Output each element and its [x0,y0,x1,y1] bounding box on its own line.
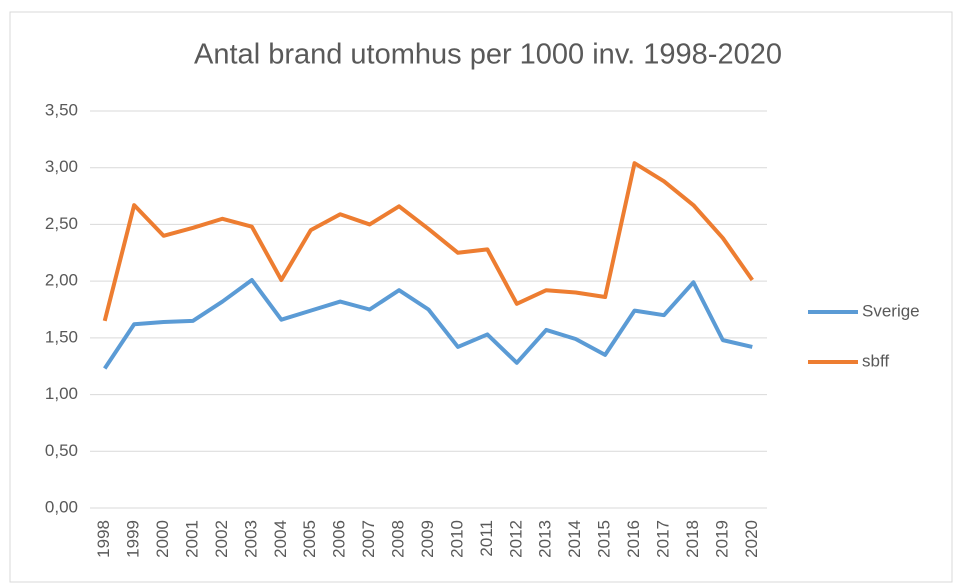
x-tick-label: 2009 [418,520,437,558]
x-tick-label: 2017 [653,520,672,558]
y-tick-label: 2,00 [45,271,78,290]
x-tick-label: 2014 [565,520,584,558]
x-tick-label: 2010 [447,520,466,558]
x-tick-label: 2020 [742,520,761,558]
legend-label: Sverige [862,301,920,320]
chart-title: Antal brand utomhus per 1000 inv. 1998-2… [194,39,782,71]
x-tick-label: 2011 [477,520,496,557]
x-tick-label: 2006 [330,520,349,558]
y-tick-label: 2,50 [45,214,78,233]
y-tick-label: 1,00 [45,384,78,403]
x-tick-label: 2002 [212,520,231,558]
y-tick-label: 0,00 [45,497,78,516]
y-tick-label: 3,50 [45,100,78,119]
x-tick-label: 2001 [183,520,202,558]
x-tick-label: 2007 [359,520,378,558]
x-tick-label: 2019 [712,520,731,558]
x-tick-label: 2018 [683,520,702,558]
x-tick-label: 2012 [506,520,525,558]
x-tick-label: 2015 [595,520,614,558]
x-tick-label: 2004 [271,520,290,558]
legend-label: sbff [862,351,889,370]
y-tick-label: 3,00 [45,157,78,176]
y-tick-label: 0,50 [45,441,78,460]
x-tick-label: 1999 [124,520,143,558]
x-tick-label: 1998 [94,520,113,558]
line-series [103,278,753,370]
x-tick-label: 2005 [300,520,319,558]
chart-border [9,11,953,583]
x-tick-label: 2008 [389,520,408,558]
x-tick-label: 2000 [153,520,172,558]
line-series [102,161,754,322]
y-tick-label: 1,50 [45,327,78,346]
x-tick-label: 2003 [241,520,260,558]
x-tick-label: 2016 [624,520,643,558]
x-tick-label: 2013 [536,520,555,558]
